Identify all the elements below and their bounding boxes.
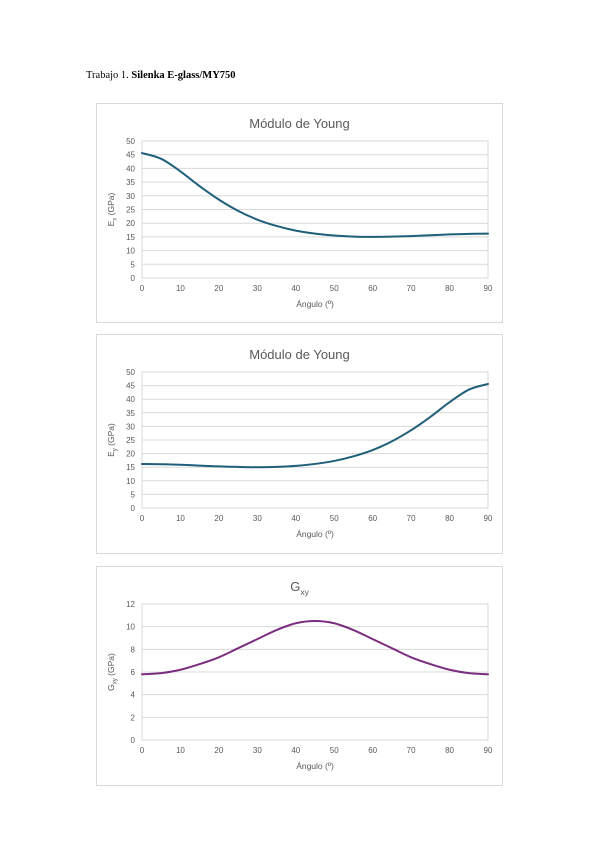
y-tick-label: 50 (126, 137, 135, 146)
page-heading-bold: Silenka E-glass/MY750 (131, 70, 236, 81)
chart-young-x-svg: Módulo de Young 0 5 10 15 20 25 30 35 40 45 50 0 10 20… (106, 116, 493, 309)
y-tick-label: 0 (131, 274, 136, 283)
y-tick-label: 15 (126, 463, 135, 472)
y-tick-label: 6 (131, 668, 136, 677)
y-tick-label: 40 (126, 164, 135, 173)
page-heading-prefix: Trabajo 1. (86, 70, 132, 81)
x-tick-label: 20 (214, 284, 223, 293)
y-tick-label: 25 (126, 206, 135, 215)
chart-shear: Gxy 0 2 4 6 8 10 12 0 10 20 30 40 50 60 70 80 90 Ángulo (º… (96, 566, 503, 786)
x-tick-label: 50 (330, 746, 339, 755)
x-axis-label: Ángulo (º) (296, 299, 334, 309)
x-tick-label: 60 (368, 284, 377, 293)
y-tick-label: 35 (126, 178, 135, 187)
y-tick-label: 30 (126, 422, 135, 431)
y-axis-label-sub: x (113, 218, 119, 221)
series-line (141, 152, 489, 238)
x-tick-label: 80 (445, 284, 454, 293)
y-tick-label: 25 (126, 436, 135, 445)
y-tick-label: 12 (126, 600, 135, 609)
y-tick-label: 10 (126, 477, 135, 486)
x-tick-label: 0 (140, 746, 145, 755)
series-line (141, 620, 489, 676)
chart-title-main: G (290, 579, 300, 594)
x-tick-label: 30 (253, 514, 262, 523)
y-tick-label: 15 (126, 233, 135, 242)
chart-young-y-svg: Módulo de Young 0 5 10 15 20 25 30 35 40 45 50 0 10 20… (106, 347, 493, 539)
x-axis-label: Ángulo (º) (296, 761, 334, 771)
chart-shear-svg: Gxy 0 2 4 6 8 10 12 0 10 20 30 40 50 60 70 80 90 Ángulo (º… (106, 579, 493, 771)
x-tick-label: 70 (407, 746, 416, 755)
y-axis-label-sub: xy (113, 678, 119, 684)
y-axis-label: Gxy (GPa) (106, 653, 119, 691)
chart-title: Módulo de Young (249, 116, 349, 131)
y-axis-label-main: E (106, 451, 116, 457)
y-axis-label: Ex (GPa) (106, 192, 119, 226)
x-tick-label: 70 (407, 514, 416, 523)
x-axis-label: Ángulo (º) (296, 529, 334, 539)
x-tick-label: 90 (484, 746, 493, 755)
x-tick-label: 10 (176, 514, 185, 523)
y-axis-label-tail: (GPa) (106, 192, 116, 217)
y-tick-label: 5 (131, 490, 136, 499)
chart-title: Gxy (290, 579, 309, 597)
x-tick-label: 50 (330, 284, 339, 293)
x-tick-label: 30 (253, 284, 262, 293)
x-tick-label: 60 (368, 746, 377, 755)
x-tick-label: 50 (330, 514, 339, 523)
y-tick-label: 45 (126, 382, 135, 391)
x-tick-label: 10 (176, 284, 185, 293)
y-tick-label: 20 (126, 219, 135, 228)
y-tick-label: 40 (126, 395, 135, 404)
y-tick-label: 5 (131, 260, 136, 269)
y-axis-label-main: E (106, 220, 116, 226)
chart-young-y: Módulo de Young 0 5 10 15 20 25 30 35 40 45 50 0 10 20… (96, 334, 503, 554)
y-axis-label-sub: y (113, 448, 119, 451)
chart-title-main: Módulo de Young (249, 116, 349, 131)
y-tick-label: 10 (126, 247, 135, 256)
y-tick-label: 35 (126, 409, 135, 418)
y-tick-label: 45 (126, 151, 135, 160)
y-axis-label-tail: (GPa) (106, 423, 116, 448)
y-tick-label: 2 (131, 713, 136, 722)
x-tick-label: 40 (291, 746, 300, 755)
y-axis-label-main: G (106, 684, 116, 691)
x-tick-label: 70 (407, 284, 416, 293)
x-tick-label: 0 (140, 284, 145, 293)
y-tick-label: 4 (131, 691, 136, 700)
page-heading: Trabajo 1. Silenka E-glass/MY750 (86, 70, 236, 81)
y-tick-label: 20 (126, 450, 135, 459)
x-tick-label: 40 (291, 514, 300, 523)
chart-title-main: Módulo de Young (249, 347, 349, 362)
x-tick-label: 20 (214, 514, 223, 523)
y-tick-label: 0 (131, 504, 136, 513)
x-tick-label: 90 (484, 514, 493, 523)
x-tick-label: 0 (140, 514, 145, 523)
y-axis-label: Ey (GPa) (106, 423, 119, 457)
y-tick-label: 30 (126, 192, 135, 201)
chart-young-x: Módulo de Young 0 5 10 15 20 25 30 35 40 45 50 0 10 20… (96, 103, 503, 323)
y-tick-label: 8 (131, 645, 136, 654)
y-axis-label-tail: (GPa) (106, 653, 116, 678)
y-tick-label: 0 (131, 736, 136, 745)
x-tick-label: 80 (445, 746, 454, 755)
x-tick-label: 20 (214, 746, 223, 755)
x-tick-label: 40 (291, 284, 300, 293)
x-tick-label: 60 (368, 514, 377, 523)
series-line (141, 382, 489, 469)
x-tick-label: 10 (176, 746, 185, 755)
y-tick-label: 10 (126, 623, 135, 632)
x-tick-label: 90 (484, 284, 493, 293)
chart-title: Módulo de Young (249, 347, 349, 362)
x-tick-label: 30 (253, 746, 262, 755)
x-tick-label: 80 (445, 514, 454, 523)
chart-title-sub: xy (300, 587, 309, 597)
y-tick-label: 50 (126, 368, 135, 377)
